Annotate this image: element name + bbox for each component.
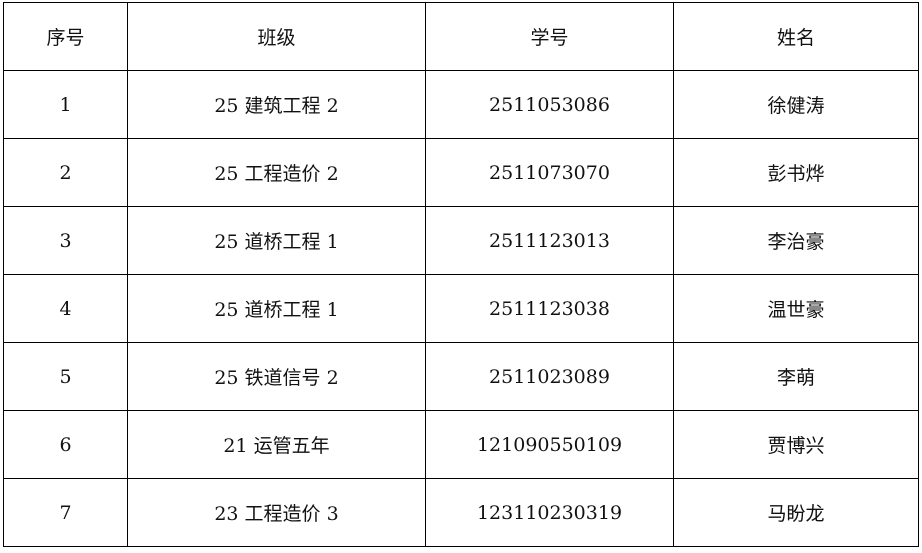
header-student-id: 学号 [425, 2, 674, 71]
cell-name: 李治豪 [673, 206, 919, 275]
table-row: 3 25 道桥工程 1 2511123013 李治豪 [3, 206, 919, 275]
cell-student-id: 121090550109 [425, 410, 674, 479]
table-row: 1 25 建筑工程 2 2511053086 徐健涛 [3, 70, 919, 139]
cell-name: 徐健涛 [673, 70, 919, 139]
student-table: 序号 班级 学号 姓名 1 25 建筑工程 2 2511053086 徐健涛 2 25 工… [3, 2, 919, 547]
cell-student-id: 2511123013 [425, 206, 674, 275]
cell-class: 25 建筑工程 2 [127, 70, 426, 139]
cell-student-id: 2511053086 [425, 70, 674, 139]
cell-index: 4 [3, 274, 128, 343]
cell-name: 贾博兴 [673, 410, 919, 479]
table-row: 2 25 工程造价 2 2511073070 彭书烨 [3, 138, 919, 207]
cell-student-id: 2511023089 [425, 342, 674, 411]
cell-class: 25 工程造价 2 [127, 138, 426, 207]
header-index: 序号 [3, 2, 128, 71]
table-row: 4 25 道桥工程 1 2511123038 温世豪 [3, 274, 919, 343]
cell-student-id: 2511123038 [425, 274, 674, 343]
cell-name: 温世豪 [673, 274, 919, 343]
cell-index: 6 [3, 410, 128, 479]
cell-student-id: 2511073070 [425, 138, 674, 207]
table-row: 6 21 运管五年 121090550109 贾博兴 [3, 410, 919, 479]
table-row: 5 25 铁道信号 2 2511023089 李萌 [3, 342, 919, 411]
cell-name: 彭书烨 [673, 138, 919, 207]
cell-index: 7 [3, 478, 128, 547]
cell-index: 5 [3, 342, 128, 411]
cell-class: 25 道桥工程 1 [127, 206, 426, 275]
header-row: 序号 班级 学号 姓名 [3, 2, 919, 71]
cell-class: 25 道桥工程 1 [127, 274, 426, 343]
cell-index: 3 [3, 206, 128, 275]
header-name: 姓名 [673, 2, 919, 71]
cell-class: 25 铁道信号 2 [127, 342, 426, 411]
cell-index: 1 [3, 70, 128, 139]
table-row: 7 23 工程造价 3 123110230319 马盼龙 [3, 478, 919, 547]
cell-student-id: 123110230319 [425, 478, 674, 547]
cell-class: 23 工程造价 3 [127, 478, 426, 547]
cell-name: 马盼龙 [673, 478, 919, 547]
cell-class: 21 运管五年 [127, 410, 426, 479]
header-class: 班级 [127, 2, 426, 71]
cell-index: 2 [3, 138, 128, 207]
cell-name: 李萌 [673, 342, 919, 411]
